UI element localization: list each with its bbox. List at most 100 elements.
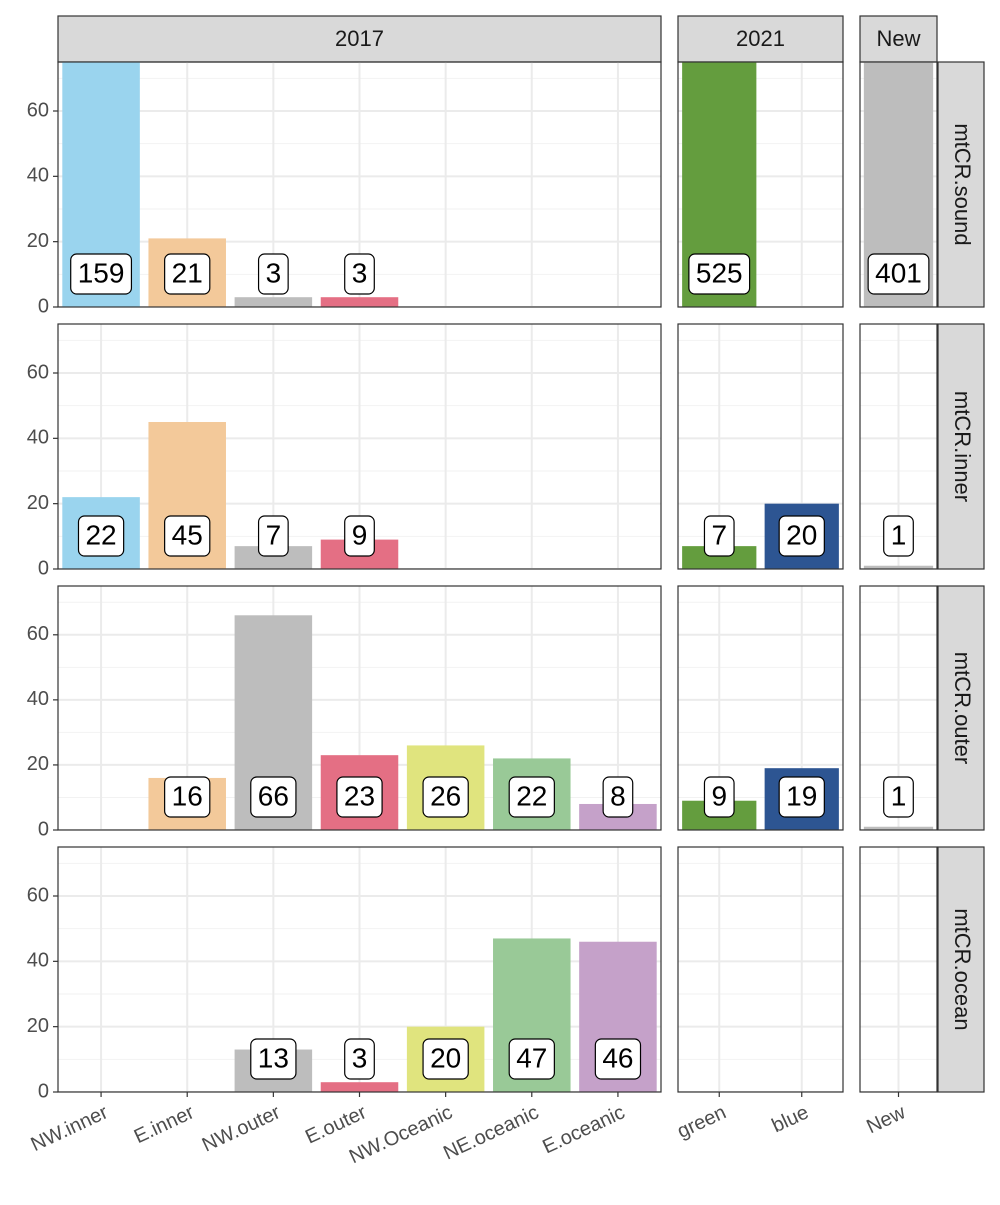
column-strip-label: New: [876, 26, 920, 51]
y-tick-label: 0: [38, 818, 49, 840]
value-label: 20: [786, 519, 817, 550]
panel-border: [677, 585, 844, 831]
y-tick-label: 0: [38, 1080, 49, 1102]
x-tick-label: blue: [769, 1101, 813, 1137]
y-tick-label: 60: [27, 884, 49, 906]
value-label: 159: [78, 257, 125, 288]
value-label-box: [508, 1038, 555, 1080]
value-label: 26: [430, 780, 461, 811]
value-label-box: [703, 515, 735, 557]
panel-border: [57, 323, 662, 570]
panel-border: [677, 61, 844, 308]
row-strip-label: mtCR.outer: [950, 652, 975, 764]
value-label: 7: [266, 519, 282, 550]
x-tick-label: E.oceanic: [539, 1101, 628, 1158]
bar: [234, 546, 313, 569]
bar: [863, 826, 934, 830]
panel-border: [859, 61, 938, 308]
value-label-box: [602, 776, 634, 818]
value-label-box: [257, 253, 289, 295]
x-tick-label: NW.inner: [28, 1101, 112, 1156]
value-label: 1: [891, 519, 907, 550]
value-label-box: [883, 776, 914, 818]
value-label: 20: [430, 1042, 461, 1073]
panel: [58, 324, 661, 569]
y-tick-label: 60: [27, 361, 49, 383]
value-label: 46: [602, 1042, 633, 1073]
value-label-box: [422, 776, 469, 818]
x-tick-label: NE.oceanic: [440, 1101, 542, 1164]
value-label-box: [594, 1038, 642, 1080]
panel-border: [57, 585, 662, 831]
value-label: 3: [266, 257, 282, 288]
value-label-box: [778, 776, 825, 818]
value-label: 525: [696, 257, 743, 288]
bar: [863, 565, 934, 569]
value-label: 9: [352, 519, 368, 550]
value-label: 22: [516, 780, 547, 811]
value-label-box: [344, 253, 375, 295]
strip-bg: [859, 15, 938, 63]
value-label: 1: [891, 780, 907, 811]
value-label-box: [703, 776, 735, 818]
x-tick-label: E.inner: [131, 1101, 198, 1148]
value-label-box: [70, 253, 133, 295]
value-label-box: [164, 253, 211, 295]
row-strip-label: mtCR.sound: [950, 123, 975, 245]
value-label: 3: [352, 1042, 368, 1073]
row-strip-label: mtCR.inner: [950, 391, 975, 502]
value-label: 7: [711, 519, 727, 550]
x-tick-label: green: [674, 1101, 730, 1143]
bar: [682, 546, 757, 569]
value-label-box: [164, 515, 211, 557]
panel-border: [859, 585, 938, 831]
value-label: 47: [516, 1042, 547, 1073]
y-tick-label: 40: [27, 165, 49, 187]
value-label-box: [344, 1038, 375, 1080]
value-label-box: [778, 515, 825, 557]
value-label: 21: [172, 257, 203, 288]
strip-bg: [937, 846, 985, 1093]
value-label: 13: [258, 1042, 289, 1073]
value-label: 19: [786, 780, 817, 811]
column-strip-label: 2021: [736, 26, 785, 51]
value-label-box: [688, 253, 751, 295]
column-strip-label: 2017: [335, 26, 384, 51]
y-tick-label: 40: [27, 688, 49, 710]
row-strip-label: mtCR.ocean: [950, 908, 975, 1030]
panel-border: [859, 323, 938, 570]
value-label-box: [867, 253, 930, 295]
panel: [678, 847, 843, 1092]
y-tick-label: 60: [27, 623, 49, 645]
value-label-box: [164, 776, 211, 818]
value-label-box: [257, 515, 289, 557]
bar: [320, 297, 399, 307]
value-label-box: [508, 776, 555, 818]
x-tick-label: NW.outer: [199, 1101, 284, 1156]
y-tick-label: 0: [38, 295, 49, 317]
y-tick-label: 20: [27, 1015, 49, 1037]
value-label: 8: [610, 780, 626, 811]
strip-bg: [937, 323, 985, 570]
y-tick-label: 0: [38, 557, 49, 579]
strip-bg: [937, 61, 985, 308]
panel-border: [677, 846, 844, 1093]
strip-bg: [677, 15, 844, 63]
panel-border: [677, 323, 844, 570]
value-label: 66: [258, 780, 289, 811]
panel: [860, 847, 937, 1092]
value-label: 401: [875, 257, 922, 288]
value-label: 23: [344, 780, 375, 811]
value-label-box: [883, 515, 914, 557]
bar: [234, 297, 313, 307]
strip-bg: [57, 15, 662, 63]
value-label-box: [250, 776, 297, 818]
value-label-box: [422, 1038, 469, 1080]
value-label-box: [344, 515, 375, 557]
panel-border: [57, 61, 662, 308]
value-label-box: [250, 1038, 297, 1080]
y-tick-label: 20: [27, 753, 49, 775]
y-tick-label: 20: [27, 492, 49, 514]
value-label-box: [77, 515, 125, 557]
value-label: 3: [352, 257, 368, 288]
